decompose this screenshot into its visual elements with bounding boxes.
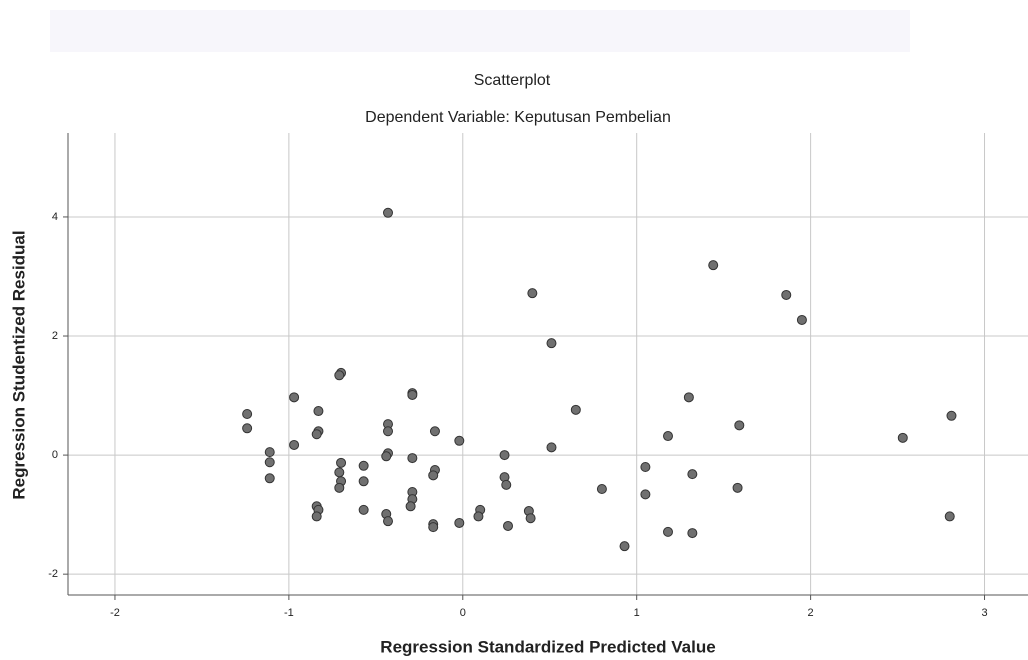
point (242, 423, 253, 434)
point (946, 410, 957, 421)
point (358, 460, 369, 471)
point (687, 469, 698, 480)
x-tick-label: -1 (284, 607, 294, 619)
point (546, 442, 557, 453)
x-tick-label: 2 (808, 607, 814, 619)
point (570, 404, 581, 415)
point (428, 522, 439, 533)
point (334, 482, 345, 493)
point (473, 511, 484, 522)
point (336, 457, 347, 468)
point (796, 314, 807, 325)
point (501, 479, 512, 490)
point (407, 453, 418, 464)
x-axis-label: Regression Standardized Predicted Value (380, 637, 715, 656)
chart-subtitle: Dependent Variable: Keputusan Pembelian (365, 109, 671, 126)
point (683, 392, 694, 403)
point (525, 513, 536, 524)
point (781, 289, 792, 300)
point (358, 504, 369, 515)
point (663, 526, 673, 537)
point (732, 482, 743, 493)
point (334, 370, 345, 381)
point (358, 476, 369, 487)
point (546, 338, 557, 349)
point (264, 457, 275, 468)
point (596, 484, 607, 495)
point (407, 389, 418, 400)
point (527, 288, 538, 299)
point (381, 451, 392, 462)
point (640, 489, 651, 500)
y-axis-label: Regression Studentized Residual (9, 230, 28, 499)
point (405, 501, 416, 512)
point (619, 541, 630, 552)
point (663, 431, 673, 442)
y-tick-label: 2 (52, 330, 58, 342)
point (454, 517, 465, 528)
point (289, 439, 300, 450)
point (383, 426, 393, 437)
point (734, 420, 745, 431)
point (429, 426, 440, 437)
point (264, 447, 275, 458)
point (503, 520, 513, 531)
x-tick-label: 3 (981, 607, 987, 619)
point (383, 516, 393, 527)
point (242, 409, 253, 420)
point (640, 461, 651, 472)
chart-title: Scatterplot (474, 72, 551, 89)
y-tick-label: -2 (48, 568, 58, 580)
y-tick-label: 0 (52, 449, 58, 461)
point (944, 511, 955, 522)
point (428, 470, 439, 481)
point (313, 406, 324, 417)
point (334, 467, 345, 478)
point (499, 450, 510, 461)
point (264, 473, 275, 484)
point (708, 260, 719, 271)
x-tick-label: 0 (460, 607, 466, 619)
point (454, 435, 465, 446)
point (289, 392, 300, 403)
y-tick-label: 4 (52, 211, 58, 223)
x-tick-label: -2 (110, 607, 120, 619)
watermark-banner (50, 10, 910, 52)
point (383, 207, 393, 218)
point (311, 511, 322, 522)
x-tick-label: 1 (634, 607, 640, 619)
point (897, 432, 908, 443)
point (311, 429, 322, 440)
point (687, 528, 698, 539)
